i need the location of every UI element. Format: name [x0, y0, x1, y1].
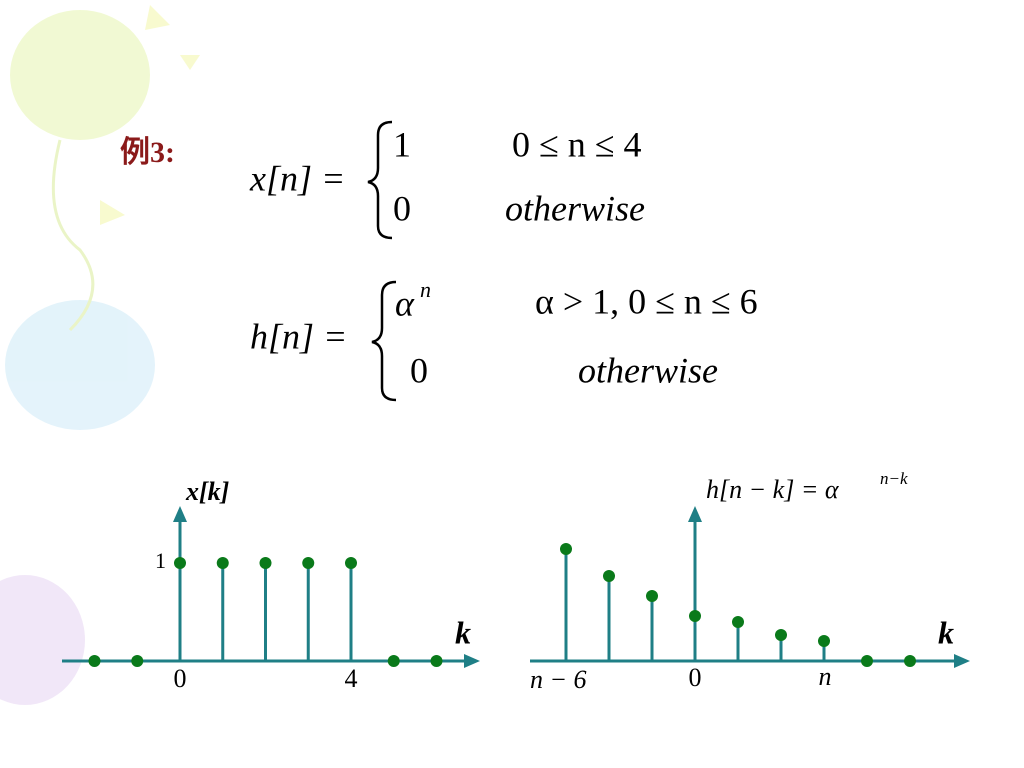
equation-lhs: h[n] =	[250, 316, 347, 356]
stem-dot	[216, 557, 229, 569]
arrow	[464, 654, 480, 668]
case-condition: α > 1, 0 ≤ n ≤ 6	[535, 281, 758, 321]
right-plot: h[n − k] = α n−k k n − 6 0 n	[530, 469, 970, 694]
case-value: 0	[410, 350, 428, 390]
x-axis-label: k	[455, 614, 471, 650]
case-condition: otherwise	[578, 350, 718, 390]
y-axis-label: x[k]	[185, 477, 229, 506]
case-condition: otherwise	[505, 188, 645, 228]
example-label: 例3:	[120, 136, 175, 169]
left-plot: x[k] k 0 4 1	[62, 477, 480, 693]
brace	[367, 120, 393, 240]
stem-dot	[131, 655, 144, 667]
arrow	[173, 506, 187, 522]
x-tick-label: 0	[174, 664, 187, 693]
arrow	[954, 654, 970, 668]
stem-dot	[259, 557, 272, 569]
tick-label: n	[819, 662, 832, 691]
brace	[371, 280, 397, 402]
stem-dot	[387, 655, 400, 667]
tick-label: 0	[689, 663, 702, 692]
stem-dot	[88, 655, 101, 667]
equation-lhs: x[n] =	[249, 158, 345, 198]
y-axis-label: h[n − k] = α	[706, 475, 840, 504]
y-tick-label: 1	[155, 548, 166, 573]
stem-dot	[302, 557, 315, 569]
y-axis-label-exponent: n−k	[880, 469, 908, 488]
x-axis-label: k	[938, 614, 954, 650]
stems	[560, 543, 916, 667]
case-value: α	[395, 283, 415, 323]
decoration	[0, 5, 200, 705]
x-tick-label: 4	[345, 664, 358, 693]
arrow	[688, 506, 702, 522]
exponent: n	[420, 277, 431, 302]
stem-dot	[430, 655, 443, 667]
case-value: 1	[393, 124, 411, 164]
stem-dot	[345, 557, 357, 569]
case-condition: 0 ≤ n ≤ 4	[512, 124, 642, 164]
tick-label: n − 6	[530, 665, 587, 694]
case-value: 0	[393, 188, 411, 228]
stem-dot	[174, 557, 186, 569]
